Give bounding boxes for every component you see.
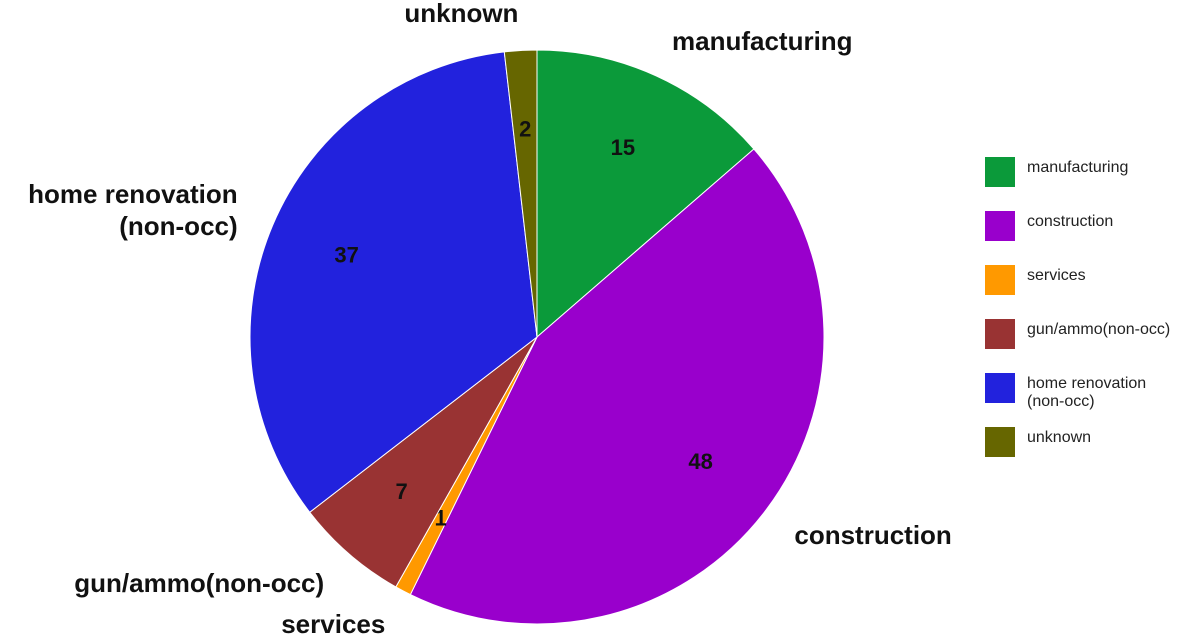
slice-category-label: unknown xyxy=(404,0,519,28)
legend-label: gun/ammo(non-occ) xyxy=(1027,321,1171,338)
legend-item: manufacturing xyxy=(985,157,1175,211)
legend-label: services xyxy=(1027,267,1086,284)
legend-item: home renovation (non-occ) xyxy=(985,373,1175,427)
slice-value-label: 15 xyxy=(611,135,635,160)
slice-category-label: home renovation (non-occ) xyxy=(28,179,238,242)
legend-label: construction xyxy=(1027,213,1114,230)
legend-item: unknown xyxy=(985,427,1175,481)
legend-label: unknown xyxy=(1027,429,1092,446)
slice-category-label: manufacturing xyxy=(672,26,853,57)
legend-swatch xyxy=(985,157,1015,187)
legend-item: services xyxy=(985,265,1175,319)
slice-category-label: services xyxy=(281,609,386,634)
legend-swatch xyxy=(985,319,1015,349)
slice-value-label: 37 xyxy=(334,242,358,267)
legend-swatch xyxy=(985,373,1015,403)
legend: manufacturing construction services gun/amm… xyxy=(985,157,1175,481)
pie-slice xyxy=(249,51,538,513)
slice-value-label: 7 xyxy=(396,479,408,504)
pie-slice xyxy=(503,49,538,338)
slice-value-label: 2 xyxy=(519,117,531,142)
legend-label: manufacturing xyxy=(1027,159,1129,176)
pie-slice xyxy=(409,148,825,625)
legend-label: home renovation (non-occ) xyxy=(1027,375,1147,410)
pie-slice xyxy=(536,49,755,339)
slice-category-label: gun/ammo(non-occ) xyxy=(74,567,325,598)
legend-item: construction xyxy=(985,211,1175,265)
slice-category-label: construction xyxy=(794,520,952,551)
legend-swatch xyxy=(985,211,1015,241)
legend-swatch xyxy=(985,427,1015,457)
legend-item: gun/ammo(non-occ) xyxy=(985,319,1175,373)
legend-swatch xyxy=(985,265,1015,295)
pie-slice xyxy=(309,336,538,588)
slice-value-label: 48 xyxy=(688,449,712,474)
